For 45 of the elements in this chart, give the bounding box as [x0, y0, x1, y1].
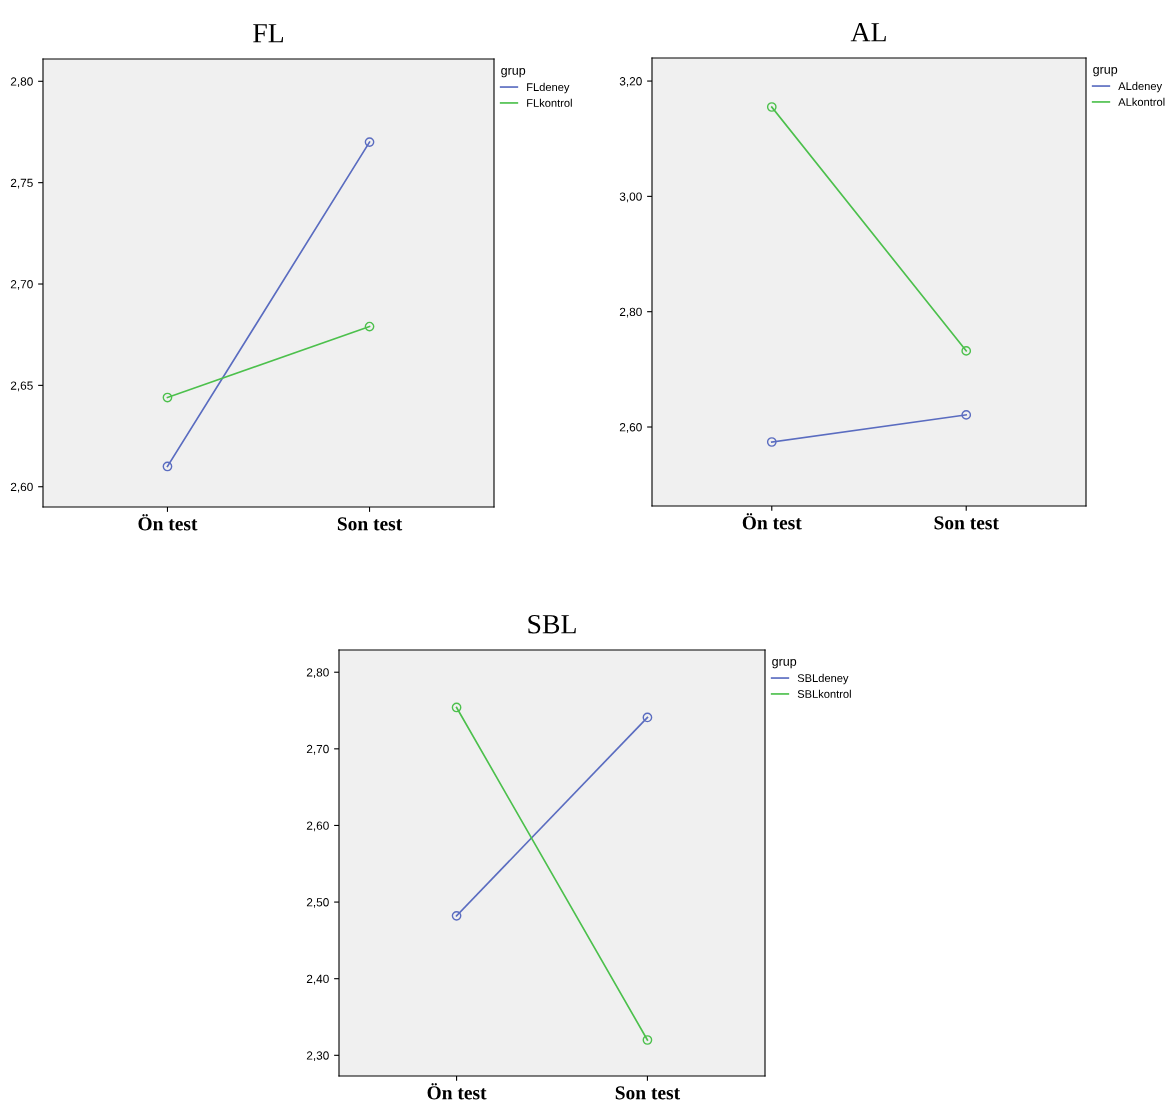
- legend-label: FLdeney: [527, 82, 570, 94]
- y-tick-label: 2,65: [10, 381, 33, 392]
- point: [364, 321, 375, 332]
- y-tick-label: 2,60: [10, 482, 33, 493]
- point: [451, 911, 462, 921]
- legend-label: SBLkontrol: [797, 689, 851, 698]
- legend-title: grup: [501, 68, 526, 78]
- point: [642, 1035, 653, 1045]
- chart-title: AL: [850, 23, 886, 42]
- point: [961, 346, 972, 356]
- x-tick-label: Ön test: [138, 514, 198, 531]
- y-tick-label: 2,60: [619, 423, 642, 433]
- point: [451, 702, 462, 713]
- x-tick-label: Ön test: [742, 513, 802, 530]
- legend-label: ALkontrol: [1118, 97, 1165, 106]
- y-tick-label: 2,80: [306, 668, 329, 679]
- legend-label: SBLdeney: [797, 673, 849, 685]
- chart-title: FL: [253, 24, 284, 43]
- y-tick-label: 2,80: [10, 77, 33, 88]
- point: [766, 102, 777, 112]
- point: [961, 410, 972, 420]
- x-tick-label: Son test: [615, 1086, 681, 1100]
- y-tick-label: 3,20: [619, 77, 642, 87]
- y-tick-label: 2,40: [306, 974, 329, 985]
- y-tick-label: 2,80: [619, 307, 642, 318]
- y-tick-label: 2,70: [306, 744, 329, 755]
- point: [642, 712, 653, 723]
- legend-label: FLkontrol: [527, 98, 572, 107]
- point: [766, 437, 777, 447]
- point: [364, 137, 375, 147]
- x-tick-label: Son test: [337, 517, 403, 531]
- x-tick-label: Son test: [934, 516, 999, 530]
- x-tick-label: Ön test: [427, 1083, 487, 1100]
- y-tick-label: 2,60: [306, 821, 329, 832]
- point: [162, 392, 173, 403]
- y-tick-label: 2,50: [306, 898, 329, 908]
- y-tick-label: 2,75: [10, 178, 33, 189]
- legend-title: grup: [772, 659, 797, 669]
- y-tick-label: 2,70: [10, 280, 33, 290]
- y-tick-label: 3,00: [619, 192, 642, 203]
- legend-title: grup: [1093, 67, 1118, 77]
- legend-label: ALdeney: [1118, 81, 1163, 93]
- point: [162, 461, 173, 472]
- chart-title: SBL: [528, 614, 576, 634]
- y-tick-label: 2,30: [306, 1051, 329, 1062]
